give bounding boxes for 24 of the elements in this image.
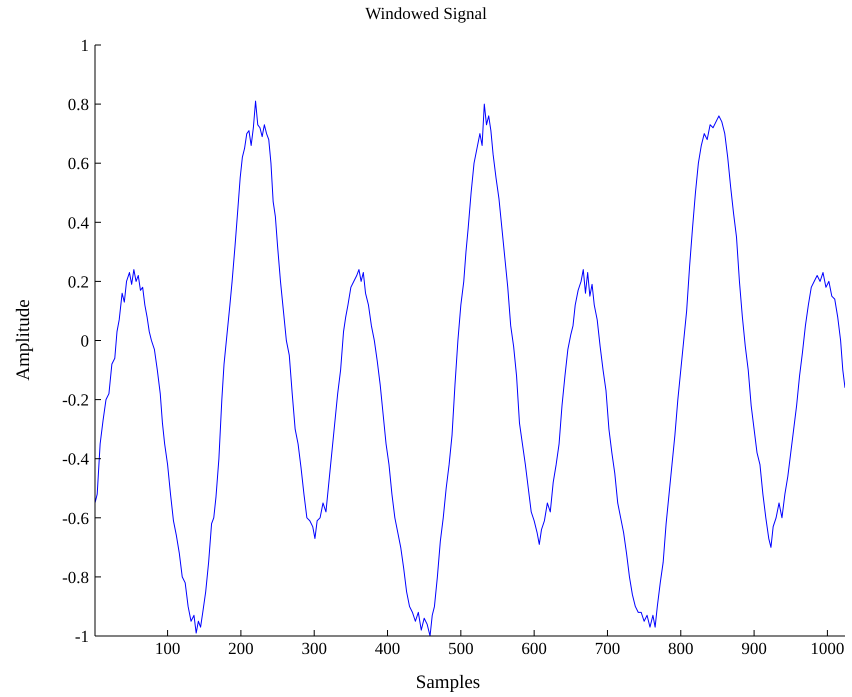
chart-title: Windowed Signal: [364, 4, 488, 24]
y-tick-label: 1: [80, 36, 89, 56]
y-axis-title: Amplitude: [13, 299, 35, 381]
x-tick-label: 300: [301, 639, 327, 658]
x-tick-label: 800: [668, 639, 694, 658]
y-tick-label: 0: [80, 332, 89, 351]
y-tick-label: -0.8: [62, 568, 89, 587]
x-tick-label: 200: [228, 639, 254, 658]
x-tick-label: 100: [154, 639, 180, 658]
x-tick-label: 600: [521, 639, 547, 658]
x-tick-label: 400: [374, 639, 400, 658]
x-tick-label: 700: [594, 639, 620, 658]
y-tick-label: -0.4: [62, 450, 90, 469]
x-tick-label: 500: [448, 639, 474, 658]
y-tick-label: -0.2: [62, 390, 89, 410]
y-tick-label: 0.6: [68, 154, 89, 174]
y-tick-label: 0.2: [68, 272, 89, 292]
x-tick-label: 900: [741, 639, 767, 658]
y-tick-label: 0.4: [68, 213, 90, 232]
x-axis-title: Samples: [414, 672, 482, 694]
y-tick-label: -0.6: [62, 508, 89, 528]
y-tick-label: 0.8: [68, 95, 89, 114]
y-tick-label: -1: [74, 627, 89, 646]
x-tick-label: 1000: [810, 639, 844, 658]
